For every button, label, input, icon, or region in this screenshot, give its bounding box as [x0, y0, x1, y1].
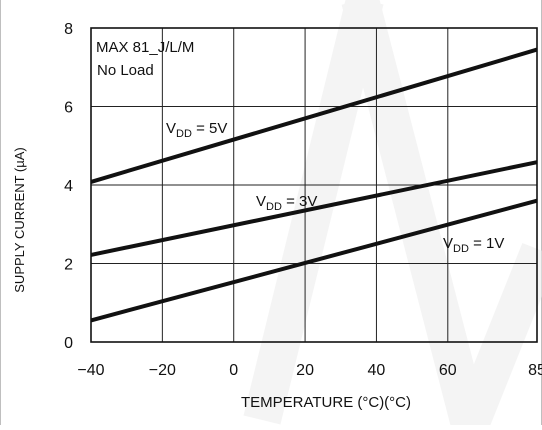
annotation-no-load: No Load [97, 62, 154, 79]
y-tick-label: 8 [64, 21, 73, 38]
y-tick-label: 6 [64, 100, 73, 117]
x-tick-label: 60 [439, 362, 457, 379]
x-tick-labels: −40 −20 0 20 40 60 85 [77, 362, 542, 379]
plot-area-frame [90, 27, 538, 343]
series-label-3v-rest: = 3V [282, 193, 317, 210]
series-label-1v: VDD = 1V [443, 235, 504, 255]
x-tick-label: 85 [528, 362, 542, 379]
series-label-3v-sub: DD [266, 201, 282, 213]
x-tick-label: 40 [368, 362, 386, 379]
watermark-stroke [452, 242, 542, 430]
x-tick-label: −20 [149, 362, 176, 379]
y-tick-labels: 0 2 4 6 8 [64, 21, 73, 352]
grid-lines [91, 28, 537, 342]
x-tick-label: 20 [296, 362, 314, 379]
series-label-5v-main: V [166, 120, 176, 137]
x-tick-label: 0 [229, 362, 238, 379]
series-line-1 [90, 160, 538, 257]
series-label-5v-sub: DD [176, 128, 192, 140]
series-label-1v-main: V [443, 235, 453, 252]
watermark-stroke [341, 0, 489, 430]
series-label-1v-sub: DD [453, 243, 469, 255]
y-axis-label: SUPPLY CURRENT (µA) [12, 147, 27, 292]
series-label-5v: VDD = 5V [166, 120, 227, 140]
y-tick-label: 4 [64, 178, 73, 195]
series-line-0 [90, 47, 538, 184]
x-axis-label: TEMPERATURE (°C)(°C) [241, 394, 411, 411]
series-lines [90, 47, 538, 323]
y-tick-label: 2 [64, 257, 73, 274]
annotation-part-number: MAX 81_J/L/M [96, 39, 194, 56]
x-tick-label: −40 [77, 362, 104, 379]
series-label-3v-main: V [256, 193, 266, 210]
series-label-3v: VDD = 3V [256, 193, 317, 213]
y-tick-label: 0 [64, 335, 73, 352]
series-label-5v-rest: = 5V [192, 120, 227, 137]
series-label-1v-rest: = 1V [469, 235, 504, 252]
series-line-2 [90, 198, 538, 323]
